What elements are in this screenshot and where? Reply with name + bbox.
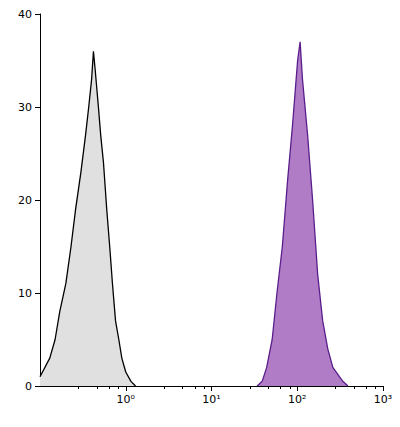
svg-text:10⁰: 10⁰ xyxy=(117,393,136,406)
svg-text:40: 40 xyxy=(18,8,32,21)
svg-text:0: 0 xyxy=(25,380,32,393)
svg-text:10: 10 xyxy=(18,287,32,300)
svg-text:20: 20 xyxy=(18,194,32,207)
svg-text:30: 30 xyxy=(18,101,32,114)
svg-text:10²: 10² xyxy=(288,393,306,406)
svg-text:10³: 10³ xyxy=(374,393,392,406)
svg-text:10¹: 10¹ xyxy=(202,393,220,406)
